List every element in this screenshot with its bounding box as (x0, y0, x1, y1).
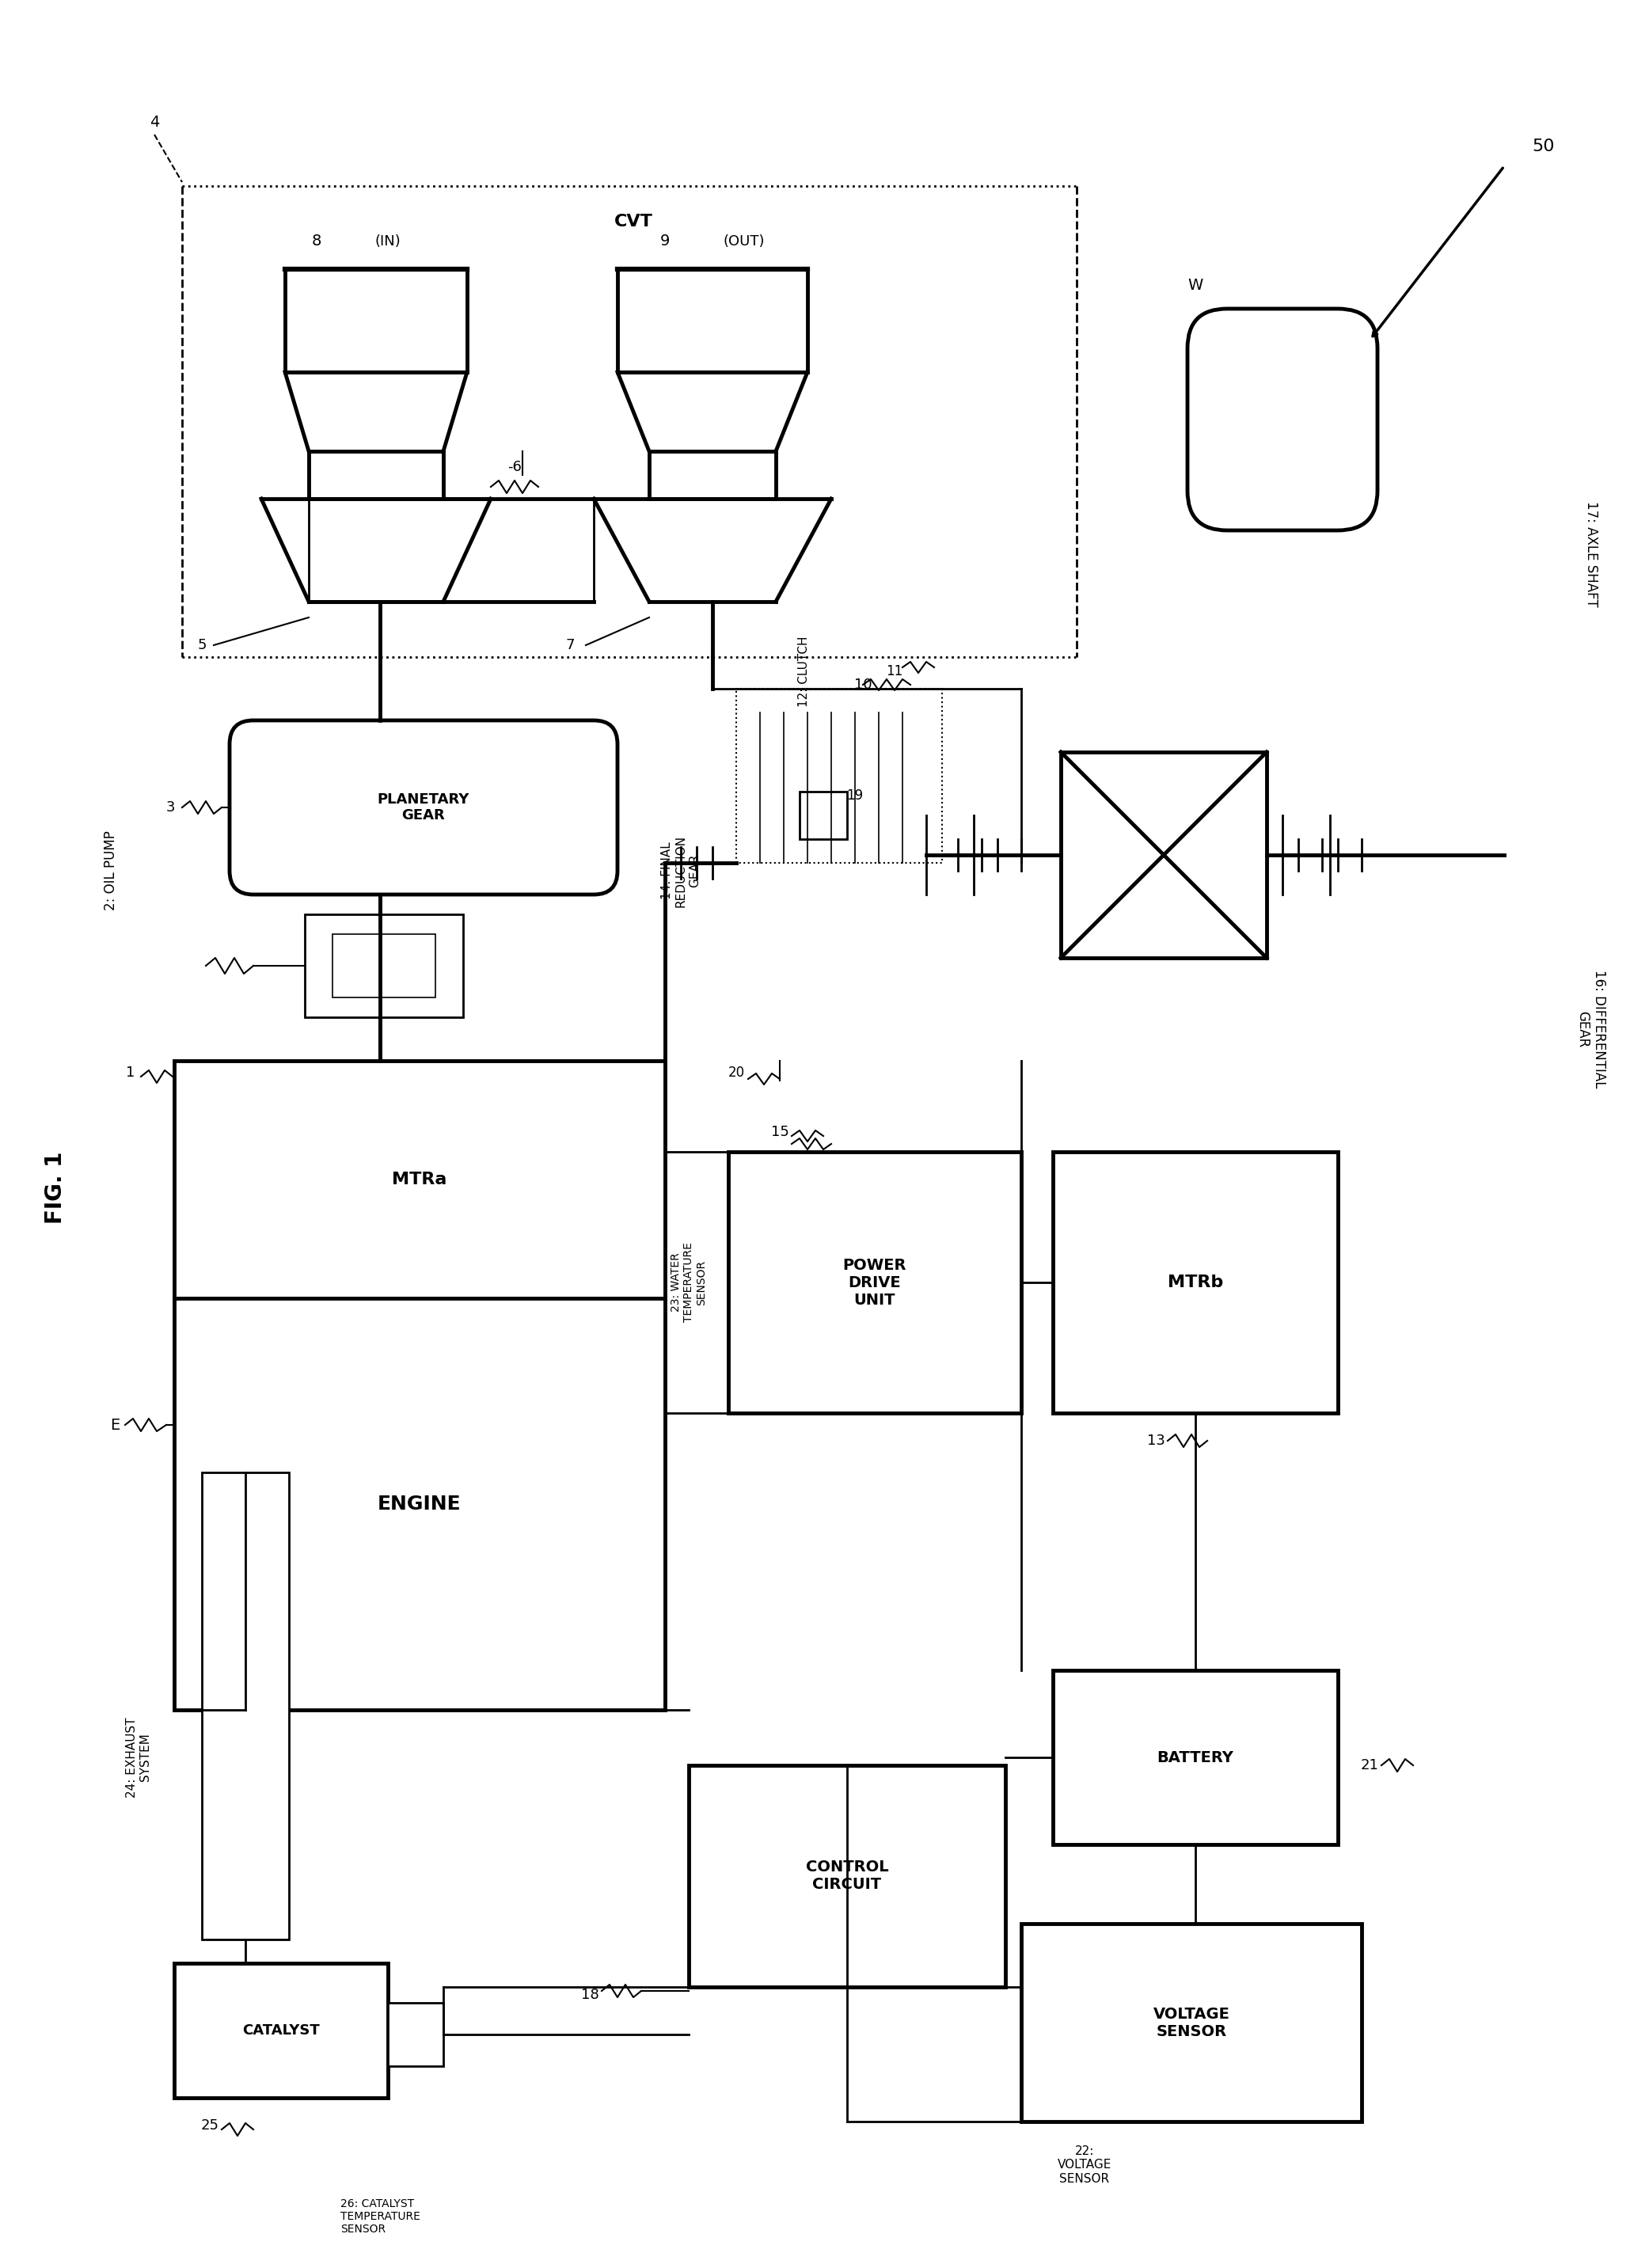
Bar (201, 1472, 289, 1939)
Text: 14: FINAL
REDUCTION
GEAR: 14: FINAL REDUCTION GEAR (661, 835, 701, 907)
Text: 1: 1 (125, 1066, 135, 1080)
Bar (800, 792, 848, 839)
Text: 15: 15 (770, 1125, 788, 1139)
Text: 17: AXLE SHAFT: 17: AXLE SHAFT (1585, 501, 1598, 608)
Text: 5: 5 (198, 637, 206, 653)
Text: E: E (110, 1418, 120, 1433)
Text: VOLTAGE
SENSOR: VOLTAGE SENSOR (1153, 2007, 1230, 2039)
Bar (1021, 1923, 1362, 2121)
Text: 10: 10 (854, 678, 872, 692)
Text: -6: -6 (508, 460, 521, 474)
Text: CATALYST: CATALYST (242, 2023, 320, 2037)
Bar (1054, 1152, 1337, 1413)
Text: 19: 19 (846, 789, 864, 803)
Text: ENGINE: ENGINE (378, 1495, 462, 1513)
Text: 23: WATER
TEMPERATURE
SENSOR: 23: WATER TEMPERATURE SENSOR (671, 1243, 707, 1322)
Bar (175, 1061, 665, 1710)
Text: 24: EXHAUST
SYSTEM: 24: EXHAUST SYSTEM (125, 1717, 152, 1799)
Text: 50: 50 (1532, 138, 1555, 154)
Text: 12: CLUTCH: 12: CLUTCH (798, 635, 810, 708)
Text: W: W (1187, 277, 1204, 293)
Text: 7: 7 (566, 637, 574, 653)
Bar (175, 1964, 388, 2098)
Text: (OUT): (OUT) (724, 234, 765, 249)
Text: CVT: CVT (613, 213, 653, 229)
Text: 20: 20 (727, 1066, 745, 1080)
Bar (388, 2003, 444, 2066)
Bar (305, 914, 463, 1018)
Bar (1054, 1669, 1337, 1844)
Bar (650, 451, 775, 499)
Text: MTRa: MTRa (392, 1173, 447, 1188)
Text: CONTROL
CIRCUIT: CONTROL CIRCUIT (806, 1860, 889, 1892)
Text: 21: 21 (1360, 1758, 1379, 1774)
Text: 3: 3 (165, 801, 175, 814)
Text: POWER
DRIVE
UNIT: POWER DRIVE UNIT (843, 1256, 907, 1306)
Text: PLANETARY
GEAR: PLANETARY GEAR (378, 792, 470, 823)
Text: 11: 11 (886, 665, 904, 678)
FancyBboxPatch shape (229, 721, 617, 894)
Text: 9: 9 (660, 234, 669, 249)
FancyBboxPatch shape (1187, 308, 1377, 531)
Bar (333, 934, 435, 998)
Text: 22:
VOLTAGE
SENSOR: 22: VOLTAGE SENSOR (1057, 2146, 1111, 2184)
Bar (617, 270, 808, 372)
Text: (IN): (IN) (374, 234, 401, 249)
Text: 25: 25 (201, 2118, 219, 2132)
Bar (689, 1765, 1006, 1987)
Text: 13: 13 (1146, 1433, 1164, 1447)
Bar (285, 270, 467, 372)
Text: 16: DIFFERENTIAL
GEAR: 16: DIFFERENTIAL GEAR (1576, 971, 1606, 1089)
Text: 26: CATALYST
TEMPERATURE
SENSOR: 26: CATALYST TEMPERATURE SENSOR (340, 2198, 420, 2234)
Text: 4: 4 (150, 116, 160, 129)
Bar (308, 451, 444, 499)
Text: FIG. 1: FIG. 1 (45, 1152, 66, 1225)
Text: 8: 8 (312, 234, 322, 249)
Text: BATTERY: BATTERY (1158, 1751, 1233, 1765)
Text: 18: 18 (580, 1987, 599, 2003)
Text: MTRb: MTRb (1167, 1275, 1224, 1290)
Bar (729, 1152, 1021, 1413)
Text: 2: OIL PUMP: 2: OIL PUMP (104, 830, 119, 912)
Bar (1060, 753, 1266, 957)
